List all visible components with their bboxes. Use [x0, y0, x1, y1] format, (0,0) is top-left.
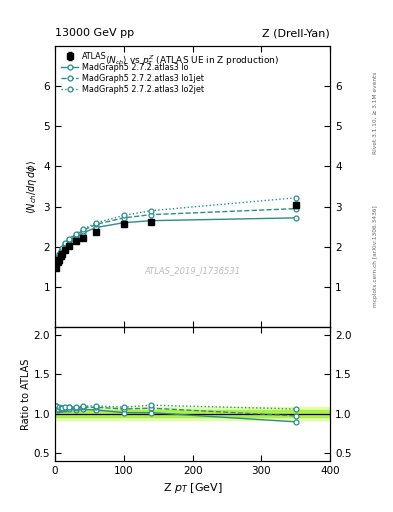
- Y-axis label: $\langle N_{ch}/d\eta\, d\phi\rangle$: $\langle N_{ch}/d\eta\, d\phi\rangle$: [26, 159, 39, 214]
- MadGraph5 2.7.2.atlas3 lo1jet: [54, 259, 59, 265]
- MadGraph5 2.7.2.atlas3 lo2jet: [80, 226, 85, 232]
- MadGraph5 2.7.2.atlas3 lo: [94, 224, 99, 230]
- MadGraph5 2.7.2.atlas3 lo1jet: [55, 255, 60, 261]
- MadGraph5 2.7.2.atlas3 lo2jet: [57, 251, 62, 258]
- Bar: [55, 411, 330, 417]
- MadGraph5 2.7.2.atlas3 lo: [66, 238, 71, 244]
- MadGraph5 2.7.2.atlas3 lo: [121, 220, 126, 226]
- MadGraph5 2.7.2.atlas3 lo: [63, 242, 68, 248]
- MadGraph5 2.7.2.atlas3 lo2jet: [60, 245, 64, 251]
- MadGraph5 2.7.2.atlas3 lo2jet: [58, 248, 63, 254]
- MadGraph5 2.7.2.atlas3 lo1jet: [58, 248, 63, 254]
- MadGraph5 2.7.2.atlas3 lo2jet: [73, 230, 78, 237]
- MadGraph5 2.7.2.atlas3 lo1jet: [66, 237, 71, 243]
- MadGraph5 2.7.2.atlas3 lo: [60, 246, 64, 252]
- Text: Z (Drell-Yan): Z (Drell-Yan): [263, 28, 330, 38]
- Bar: [55, 407, 330, 420]
- Text: mcplots.cern.ch [arXiv:1306.3436]: mcplots.cern.ch [arXiv:1306.3436]: [373, 205, 378, 307]
- MadGraph5 2.7.2.atlas3 lo1jet: [57, 252, 62, 258]
- MadGraph5 2.7.2.atlas3 lo: [57, 252, 62, 259]
- Text: $\langle N_{ch}\rangle$ vs $p_T^Z$ (ATLAS UE in Z production): $\langle N_{ch}\rangle$ vs $p_T^Z$ (ATLA…: [105, 53, 280, 68]
- MadGraph5 2.7.2.atlas3 lo1jet: [121, 215, 126, 221]
- MadGraph5 2.7.2.atlas3 lo1jet: [60, 246, 64, 252]
- MadGraph5 2.7.2.atlas3 lo2jet: [121, 212, 126, 219]
- Y-axis label: Ratio to ATLAS: Ratio to ATLAS: [21, 358, 31, 430]
- MadGraph5 2.7.2.atlas3 lo: [55, 255, 60, 262]
- MadGraph5 2.7.2.atlas3 lo2jet: [149, 207, 154, 214]
- MadGraph5 2.7.2.atlas3 lo2jet: [66, 236, 71, 242]
- MadGraph5 2.7.2.atlas3 lo1jet: [94, 221, 99, 227]
- MadGraph5 2.7.2.atlas3 lo2jet: [293, 195, 298, 201]
- Line: MadGraph5 2.7.2.atlas3 lo2jet: MadGraph5 2.7.2.atlas3 lo2jet: [54, 196, 298, 264]
- Text: Rivet 3.1.10, ≥ 3.1M events: Rivet 3.1.10, ≥ 3.1M events: [373, 72, 378, 154]
- MadGraph5 2.7.2.atlas3 lo: [293, 215, 298, 221]
- MadGraph5 2.7.2.atlas3 lo2jet: [63, 240, 68, 246]
- X-axis label: Z $p_T$ [GeV]: Z $p_T$ [GeV]: [163, 481, 222, 495]
- MadGraph5 2.7.2.atlas3 lo: [58, 249, 63, 255]
- MadGraph5 2.7.2.atlas3 lo: [149, 218, 154, 224]
- MadGraph5 2.7.2.atlas3 lo1jet: [149, 211, 154, 218]
- MadGraph5 2.7.2.atlas3 lo2jet: [54, 259, 59, 265]
- Line: MadGraph5 2.7.2.atlas3 lo1jet: MadGraph5 2.7.2.atlas3 lo1jet: [54, 206, 298, 264]
- MadGraph5 2.7.2.atlas3 lo: [54, 259, 59, 265]
- Text: 13000 GeV pp: 13000 GeV pp: [55, 28, 134, 38]
- MadGraph5 2.7.2.atlas3 lo: [73, 233, 78, 240]
- MadGraph5 2.7.2.atlas3 lo1jet: [293, 205, 298, 211]
- MadGraph5 2.7.2.atlas3 lo1jet: [73, 231, 78, 238]
- Legend: ATLAS, MadGraph5 2.7.2.atlas3 lo, MadGraph5 2.7.2.atlas3 lo1jet, MadGraph5 2.7.2: ATLAS, MadGraph5 2.7.2.atlas3 lo, MadGra…: [59, 50, 205, 95]
- MadGraph5 2.7.2.atlas3 lo2jet: [55, 255, 60, 261]
- Line: MadGraph5 2.7.2.atlas3 lo: MadGraph5 2.7.2.atlas3 lo: [54, 216, 298, 264]
- MadGraph5 2.7.2.atlas3 lo1jet: [80, 228, 85, 234]
- Text: ATLAS_2019_I1736531: ATLAS_2019_I1736531: [145, 266, 241, 275]
- MadGraph5 2.7.2.atlas3 lo2jet: [94, 220, 99, 226]
- MadGraph5 2.7.2.atlas3 lo: [80, 230, 85, 236]
- MadGraph5 2.7.2.atlas3 lo1jet: [63, 241, 68, 247]
